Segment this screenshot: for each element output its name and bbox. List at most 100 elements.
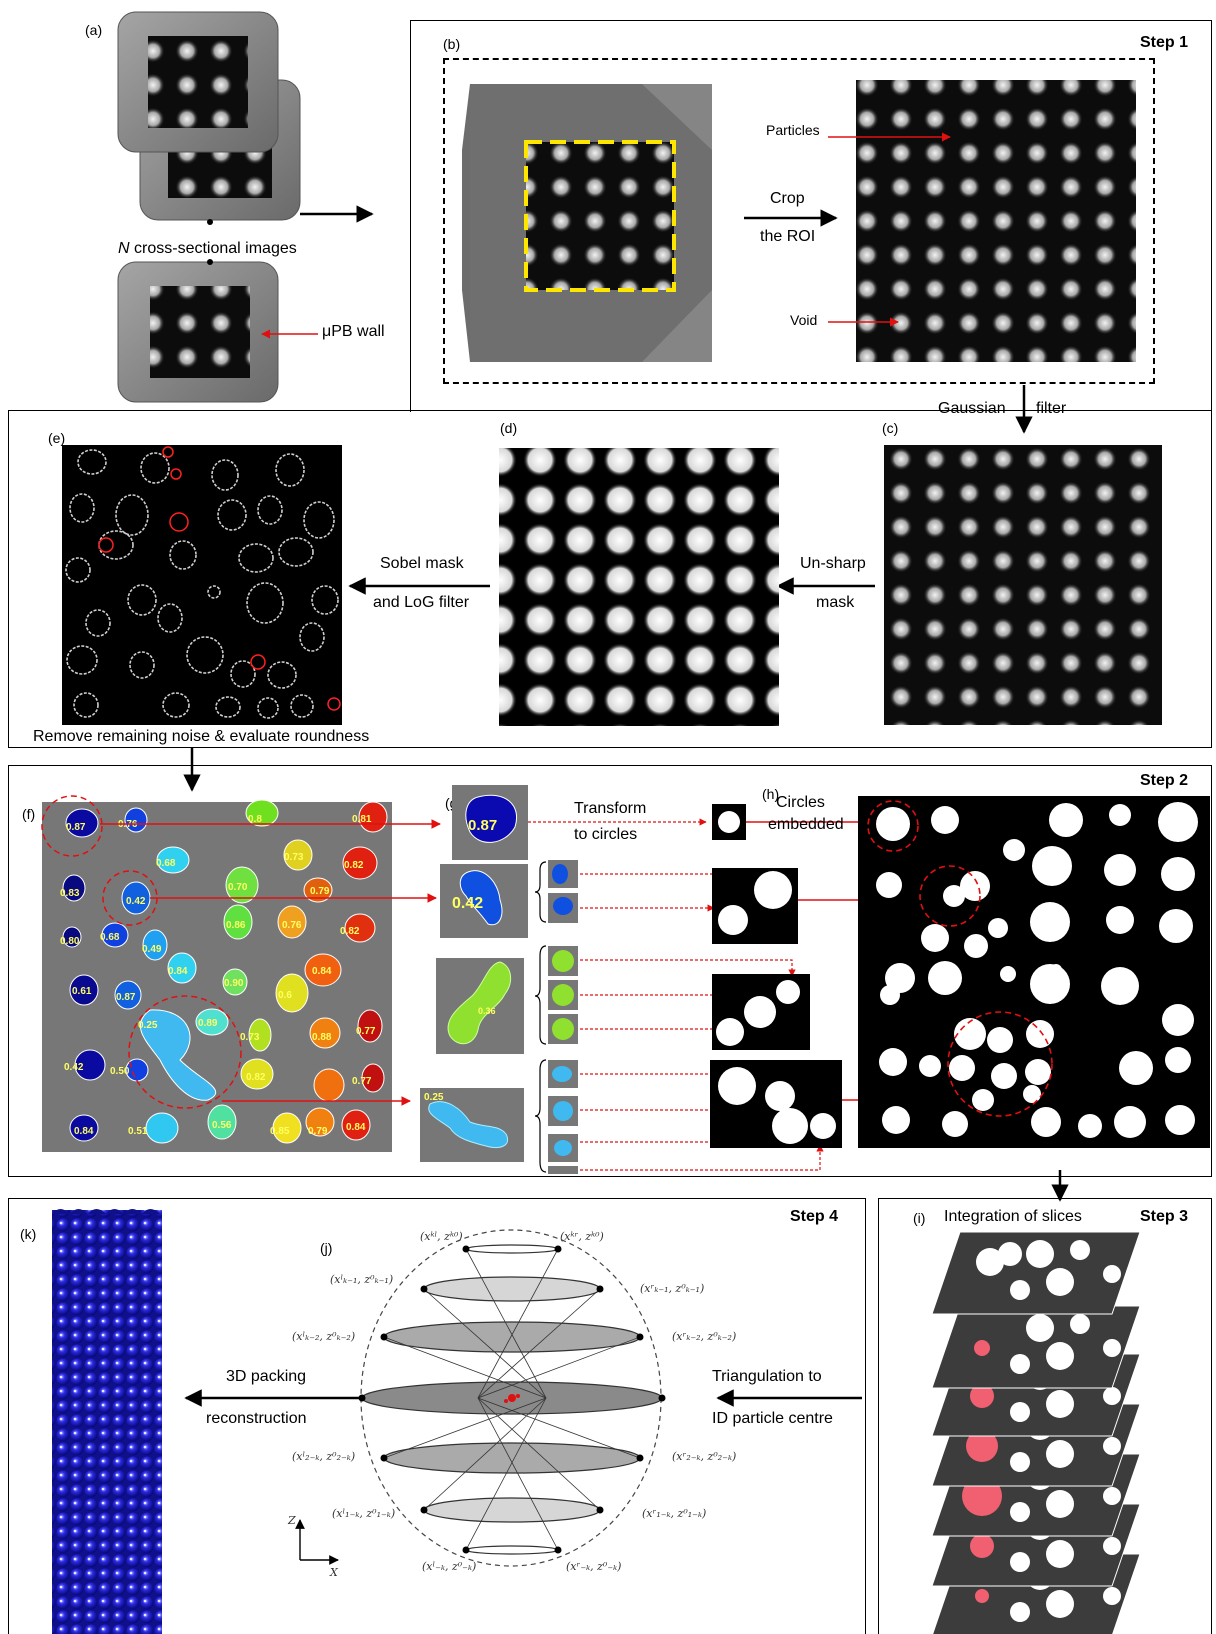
remove-noise-label: Remove remaining noise & evaluate roundn… <box>33 728 370 745</box>
roundness-value: 0.6 <box>278 990 292 1001</box>
coord-k1-left: (xˡₖ₋₁, z⁰ₖ₋₁) <box>330 1273 394 1286</box>
coord-m2-right: (xʳ₂₋ₖ, z⁰₂₋ₖ) <box>672 1450 737 1463</box>
ct-cross-section <box>462 84 838 362</box>
roundness-value: 0.84 <box>168 966 188 977</box>
axis-z-label: Z <box>288 1514 296 1527</box>
slice-layer <box>931 1305 1141 1389</box>
coord-m1-right: (xʳ₁₋ₖ, z⁰₁₋ₖ) <box>642 1507 707 1520</box>
axis-x-label: X <box>330 1566 338 1579</box>
panel-label-c: (c) <box>882 420 899 436</box>
step2-label: Step 2 <box>1140 772 1189 789</box>
step4-frame <box>8 1198 866 1634</box>
roundness-value: 0.79 <box>310 886 330 897</box>
packed-column <box>52 1209 162 1634</box>
panel-label-f: (f) <box>22 806 36 822</box>
step4-label: Step 4 <box>790 1208 839 1225</box>
roundness-value: 0.86 <box>226 920 246 931</box>
panel-label-d: (d) <box>500 420 518 436</box>
roundness-value: 0.89 <box>198 1018 218 1029</box>
packing-label-2: reconstruction <box>206 1410 307 1427</box>
step3-frame <box>878 1198 1212 1634</box>
roundness-map <box>41 795 392 1152</box>
roundness-value: 0.82 <box>340 926 360 937</box>
particles-label: Particles <box>766 122 820 138</box>
panel-label-i: (i) <box>913 1210 926 1226</box>
coord-k1-right: (xʳₖ₋₁, z⁰ₖ₋₁) <box>640 1282 705 1295</box>
circles-label-2: embedded <box>768 816 844 833</box>
sobel-label-2: and LoG filter <box>373 594 470 611</box>
roundness-value: 0.85 <box>270 1126 290 1137</box>
n-italic: N <box>118 240 130 257</box>
gaussian-label-2: filter <box>1036 400 1067 417</box>
roundness-values: 0.87 0.76 0.8 0.81 0.68 0.73 0.82 0.42 0.70 0.79 0… <box>60 814 376 1137</box>
panel-label-h: (h) <box>762 786 780 802</box>
panel-label-e: (e) <box>48 430 66 446</box>
roundness-value: 0.79 <box>308 1126 328 1137</box>
integration-label: Integration of slices <box>944 1208 1082 1225</box>
packing-label-1: 3D packing <box>226 1368 307 1385</box>
void-label: Void <box>790 312 818 328</box>
panel-label-b: (b) <box>443 36 461 52</box>
coord-k2-left: (xˡₖ₋₂, z⁰ₖ₋₂) <box>292 1330 356 1343</box>
panel-label-j: (j) <box>320 1240 333 1256</box>
step1-frame-lower <box>8 410 1212 748</box>
roundness-value: 0.73 <box>240 1032 260 1043</box>
roundness-value: 0.8 <box>248 814 262 825</box>
roundness-value: 0.82 <box>344 860 364 871</box>
slice-stack <box>931 1231 1141 1634</box>
step2-frame <box>8 765 1212 1177</box>
panel-label-k: (k) <box>20 1226 37 1242</box>
unsharp-label-2: mask <box>816 594 855 611</box>
roundness-value: 0.87 <box>116 992 136 1003</box>
coord-k2-right: (xʳₖ₋₂, z⁰ₖ₋₂) <box>672 1330 737 1343</box>
panel-label-a: (a) <box>85 22 103 38</box>
roundness-value: 0.87 <box>66 822 86 833</box>
zoom-roundness-value: 0.42 <box>452 895 483 912</box>
coord-top-right: (xᵏʳ, zᵏ⁰) <box>560 1230 604 1243</box>
roundness-value: 0.84 <box>74 1126 94 1137</box>
roundness-value: 0.77 <box>352 1076 372 1087</box>
roundness-value: 0.90 <box>224 978 244 989</box>
zoomed-particles <box>420 785 528 1162</box>
roundness-value: 0.51 <box>128 1126 148 1137</box>
n-images-label: N cross-sectional images <box>118 240 297 258</box>
coord-top-left: (xᵏˡ, zᵏ⁰) <box>420 1230 463 1243</box>
coord-bottom-right: (xʳ₋ₖ, z⁰₋ₖ) <box>566 1560 622 1573</box>
roundness-value: 0.42 <box>64 1062 84 1073</box>
step1-frame <box>410 20 1212 412</box>
roundness-value: 0.77 <box>356 1026 376 1037</box>
roundness-value: 0.80 <box>60 936 80 947</box>
roundness-value: 0.73 <box>284 852 304 863</box>
triangulation-label-2: ID particle centre <box>712 1410 833 1427</box>
roundness-value: 0.61 <box>72 986 92 997</box>
roundness-value: 0.84 <box>346 1122 366 1133</box>
gaussian-label-1: Gaussian <box>938 400 1006 417</box>
slice-layer <box>931 1231 1141 1315</box>
coord-bottom-left: (xˡ₋ₖ, z⁰₋ₖ) <box>422 1560 477 1573</box>
roundness-value: 0.83 <box>60 888 80 899</box>
cropped-roi-image <box>828 80 1136 362</box>
step3-label: Step 3 <box>1140 1208 1189 1225</box>
roundness-value: 0.84 <box>312 966 332 977</box>
edge-detection-image <box>62 445 342 725</box>
transform-label-2: to circles <box>574 826 638 843</box>
n-images-text: cross-sectional images <box>129 240 297 257</box>
circle-conversions <box>710 804 842 1148</box>
coord-m2-left: (xˡ₂₋ₖ, z⁰₂₋ₖ) <box>292 1450 356 1463</box>
roundness-value: 0.76 <box>282 920 302 931</box>
step1-label: Step 1 <box>1140 34 1189 51</box>
roundness-value: 0.68 <box>100 932 120 943</box>
roundness-value: 0.56 <box>212 1120 232 1131</box>
roundness-value: 0.70 <box>228 882 248 893</box>
triangulation-label-1: Triangulation to <box>712 1368 822 1385</box>
zoom-roundness-value: 0.25 <box>424 1092 444 1103</box>
crop-label-2: the ROI <box>760 228 816 245</box>
zoom-roundness-value: 0.36 <box>478 1006 496 1016</box>
unsharp-label-1: Un-sharp <box>800 555 866 572</box>
embedded-circles-image <box>858 796 1210 1148</box>
roundness-value: 0.25 <box>138 1020 158 1031</box>
roundness-value: 0.49 <box>142 944 162 955</box>
sobel-label-1: Sobel mask <box>380 555 464 572</box>
roundness-value: 0.68 <box>156 858 176 869</box>
circles-label-1: Circles <box>776 794 825 811</box>
